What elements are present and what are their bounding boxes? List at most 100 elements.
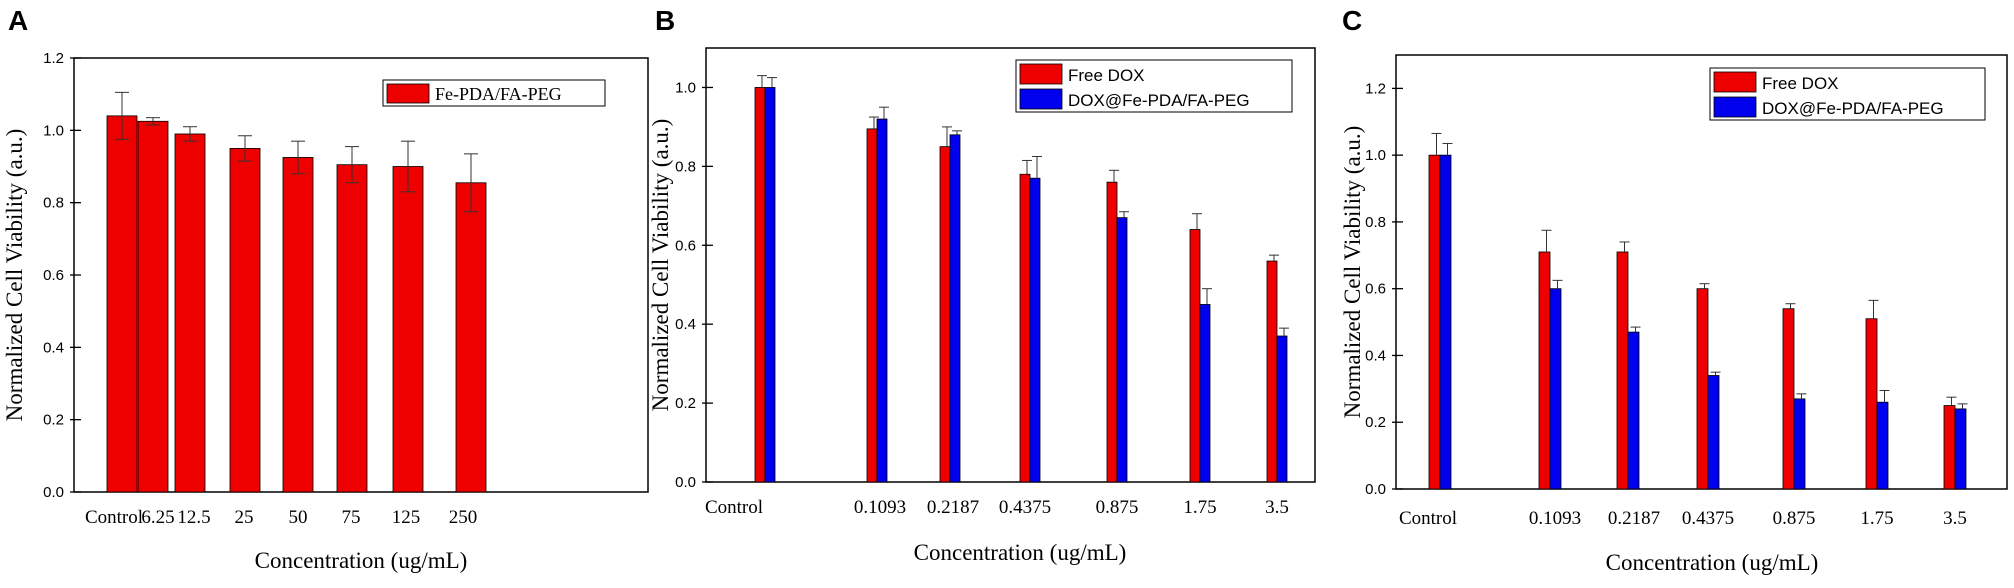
y-tick-label: 0.4	[43, 339, 64, 356]
bar-fe-pda-fa-peg-50	[282, 157, 314, 493]
y-tick-label: 0.8	[43, 195, 64, 212]
y-tick-label: 0.6	[675, 237, 696, 254]
bar-free-dox-0-4375	[1019, 173, 1031, 483]
x-category-label: 12.5	[177, 507, 210, 528]
x-category-label: Control	[705, 497, 763, 518]
y-axis-title: Normalized Cell Viability (a.u.)	[648, 119, 673, 412]
x-category-label: 0.875	[1096, 497, 1139, 518]
y-axis-title: Normalized Cell Viability (a.u.)	[2, 129, 27, 422]
x-axis-title: Concentration (ug/mL)	[1606, 550, 1819, 575]
y-tick-label: 0.0	[675, 474, 696, 491]
x-category-label: 0.875	[1773, 508, 1816, 529]
bar-fe-pda-fa-peg-75	[336, 164, 368, 493]
bar-dox-fe-pda-fa-peg-0-875	[1116, 217, 1128, 483]
panel-label: C	[1342, 5, 1362, 36]
x-category-label: 0.1093	[854, 497, 906, 518]
y-tick-label: 1.2	[1365, 80, 1386, 97]
bar-free-dox-0-1093	[866, 128, 878, 483]
y-tick-label: 0.4	[1365, 347, 1386, 364]
bar-dox-fe-pda-fa-peg-1-75	[1199, 304, 1211, 483]
y-tick-label: 0.8	[675, 158, 696, 175]
bar-dox-fe-pda-fa-peg-0-4375	[1029, 177, 1041, 483]
y-tick-label: 0.0	[43, 484, 64, 501]
bar-dox-fe-pda-fa-peg-0-1093	[1549, 288, 1562, 490]
x-category-label: 50	[289, 507, 308, 528]
legend-swatch	[1019, 88, 1063, 110]
bar-dox-fe-pda-fa-peg-3-5	[1954, 408, 1967, 490]
bar-free-dox-0-875	[1782, 308, 1795, 490]
x-category-label: 0.2187	[927, 497, 979, 518]
legend-label: Free DOX	[1068, 66, 1145, 85]
bar-free-dox-3-5	[1266, 260, 1278, 483]
y-tick-label: 0.6	[1365, 281, 1386, 298]
y-tick-label: 0.4	[675, 316, 696, 333]
y-tick-label: 0.0	[1365, 481, 1386, 498]
y-tick-label: 0.2	[43, 412, 64, 429]
x-category-label: Control	[85, 507, 143, 528]
x-category-label: 75	[342, 507, 361, 528]
bar-fe-pda-fa-peg-25	[229, 148, 261, 493]
bar-free-dox-1-75	[1865, 318, 1878, 490]
legend-swatch	[1713, 96, 1757, 118]
legend: Free DOX DOX@Fe-PDA/FA-PEG	[1015, 59, 1293, 113]
legend-label: DOX@Fe-PDA/FA-PEG	[1762, 99, 1944, 118]
chart-panel-c: C 0.0 0.2 0.4 0.6 0.8 1.0 1.2 Control 0.1093 0.218…	[1340, 5, 2008, 575]
x-category-label: 6.25	[141, 507, 174, 528]
legend-swatch	[1019, 63, 1063, 85]
bar-free-dox-control	[754, 87, 766, 483]
x-category-label: 25	[235, 507, 254, 528]
bar-dox-fe-pda-fa-peg-1-75	[1876, 401, 1889, 490]
legend: Fe-PDA/FA-PEG	[382, 79, 606, 107]
x-category-label: Control	[1399, 508, 1457, 529]
bar-dox-fe-pda-fa-peg-3-5	[1276, 335, 1288, 483]
x-category-label: 0.4375	[1682, 508, 1734, 529]
y-tick-label: 1.0	[1365, 147, 1386, 164]
bar-free-dox-0-2187	[1616, 251, 1629, 490]
bar-fe-pda-fa-peg-6-25	[137, 120, 169, 493]
chart-panel-b: B 0.0 0.2 0.4 0.6 0.8 1.0 Control 0.1093 0.2187 0.…	[648, 5, 1316, 565]
legend: Free DOX DOX@Fe-PDA/FA-PEG	[1709, 67, 1986, 121]
x-category-label: 1.75	[1183, 497, 1216, 518]
bar-free-dox-3-5	[1943, 405, 1956, 490]
bar-fe-pda-fa-peg-12-5	[174, 133, 206, 493]
bar-free-dox-0-2187	[939, 146, 951, 483]
bar-dox-fe-pda-fa-peg-control	[1439, 154, 1452, 490]
y-tick-label: 0.2	[675, 395, 696, 412]
bar-dox-fe-pda-fa-peg-0-2187	[949, 134, 961, 483]
x-category-label: 250	[449, 507, 478, 528]
x-category-label: 0.4375	[999, 497, 1051, 518]
x-category-label: 0.1093	[1529, 508, 1581, 529]
bar-free-dox-0-875	[1106, 181, 1118, 483]
legend-label: Fe-PDA/FA-PEG	[435, 84, 562, 104]
x-axis-title: Concentration (ug/mL)	[255, 548, 468, 573]
bar-dox-fe-pda-fa-peg-0-4375	[1707, 375, 1720, 490]
panel-label: B	[655, 5, 675, 36]
legend-label: Free DOX	[1762, 74, 1839, 93]
bar-fe-pda-fa-peg-250	[455, 182, 487, 493]
y-tick-label: 1.2	[43, 50, 64, 67]
x-category-label: 3.5	[1265, 497, 1289, 518]
bar-free-dox-control	[1428, 154, 1441, 490]
bar-free-dox-1-75	[1189, 229, 1201, 483]
bar-dox-fe-pda-fa-peg-0-2187	[1627, 331, 1640, 490]
y-axis-title: Normalized Cell Viability (a.u.)	[1340, 126, 1365, 419]
x-category-label: 1.75	[1860, 508, 1893, 529]
x-axis-title: Concentration (ug/mL)	[914, 540, 1127, 565]
legend-swatch	[1713, 71, 1757, 93]
legend-swatch	[386, 83, 430, 104]
bar-free-dox-0-4375	[1696, 288, 1709, 490]
x-category-label: 125	[392, 507, 421, 528]
legend-label: DOX@Fe-PDA/FA-PEG	[1068, 91, 1250, 110]
y-tick-label: 0.2	[1365, 414, 1386, 431]
y-tick-label: 1.0	[43, 122, 64, 139]
bar-fe-pda-fa-peg-125	[392, 166, 424, 493]
y-tick-label: 0.8	[1365, 214, 1386, 231]
bar-dox-fe-pda-fa-peg-0-875	[1793, 398, 1806, 490]
x-category-label: 0.2187	[1608, 508, 1660, 529]
bar-dox-fe-pda-fa-peg-0-1093	[876, 118, 888, 483]
y-tick-label: 1.0	[675, 79, 696, 96]
bar-fe-pda-fa-peg-control	[106, 115, 138, 493]
plot-frame	[705, 47, 1316, 483]
